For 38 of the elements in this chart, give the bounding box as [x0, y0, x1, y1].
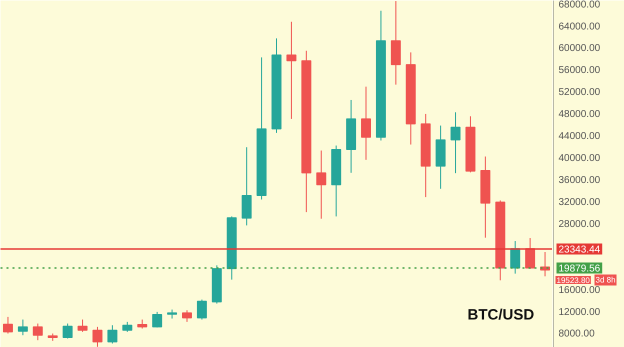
y-tick-label: 64000.00	[558, 21, 601, 32]
candlestick	[152, 311, 162, 328]
y-tick-label: 40000.00	[558, 153, 601, 164]
candlestick	[196, 299, 207, 320]
candlestick	[361, 86, 371, 160]
candlestick	[32, 323, 43, 341]
y-tick-label: 60000.00	[558, 43, 601, 54]
candlestick	[525, 238, 536, 270]
candlestick	[390, 0, 401, 86]
y-tick-label: 56000.00	[558, 65, 601, 76]
candlestick	[510, 240, 520, 274]
y-tick-label: 48000.00	[558, 109, 601, 120]
y-tick-label: 12000.00	[558, 306, 601, 318]
y-tick-label: 52000.00	[558, 87, 601, 98]
candlestick	[2, 316, 13, 334]
text: 3d 8h	[596, 275, 616, 284]
text: BTC/USD	[468, 306, 534, 324]
text: 19523.80	[556, 276, 590, 285]
candlestick	[18, 319, 28, 336]
y-tick-label: 68000.00	[558, 0, 601, 10]
ref-line-label: 23343.44	[558, 244, 601, 256]
candlestick	[122, 321, 132, 332]
y-tick-label: 44000.00	[558, 131, 601, 142]
y-tick-label: 28000.00	[558, 218, 601, 230]
y-tick-label: 8000.00	[558, 328, 596, 340]
candlestick	[450, 112, 461, 174]
candlestick	[92, 326, 102, 347]
candlestick	[286, 21, 296, 120]
candlestick	[182, 310, 192, 322]
y-tick-label: 32000.00	[558, 196, 601, 208]
candlestick	[107, 324, 118, 344]
y-tick-label: 36000.00	[558, 174, 601, 186]
candlestick	[78, 319, 88, 332]
candlestick	[316, 150, 326, 220]
y-tick-label: 16000.00	[558, 284, 601, 296]
ref-line-label: 19879.56	[558, 264, 601, 274]
candlestick	[62, 323, 73, 340]
candlestick	[242, 146, 252, 226]
